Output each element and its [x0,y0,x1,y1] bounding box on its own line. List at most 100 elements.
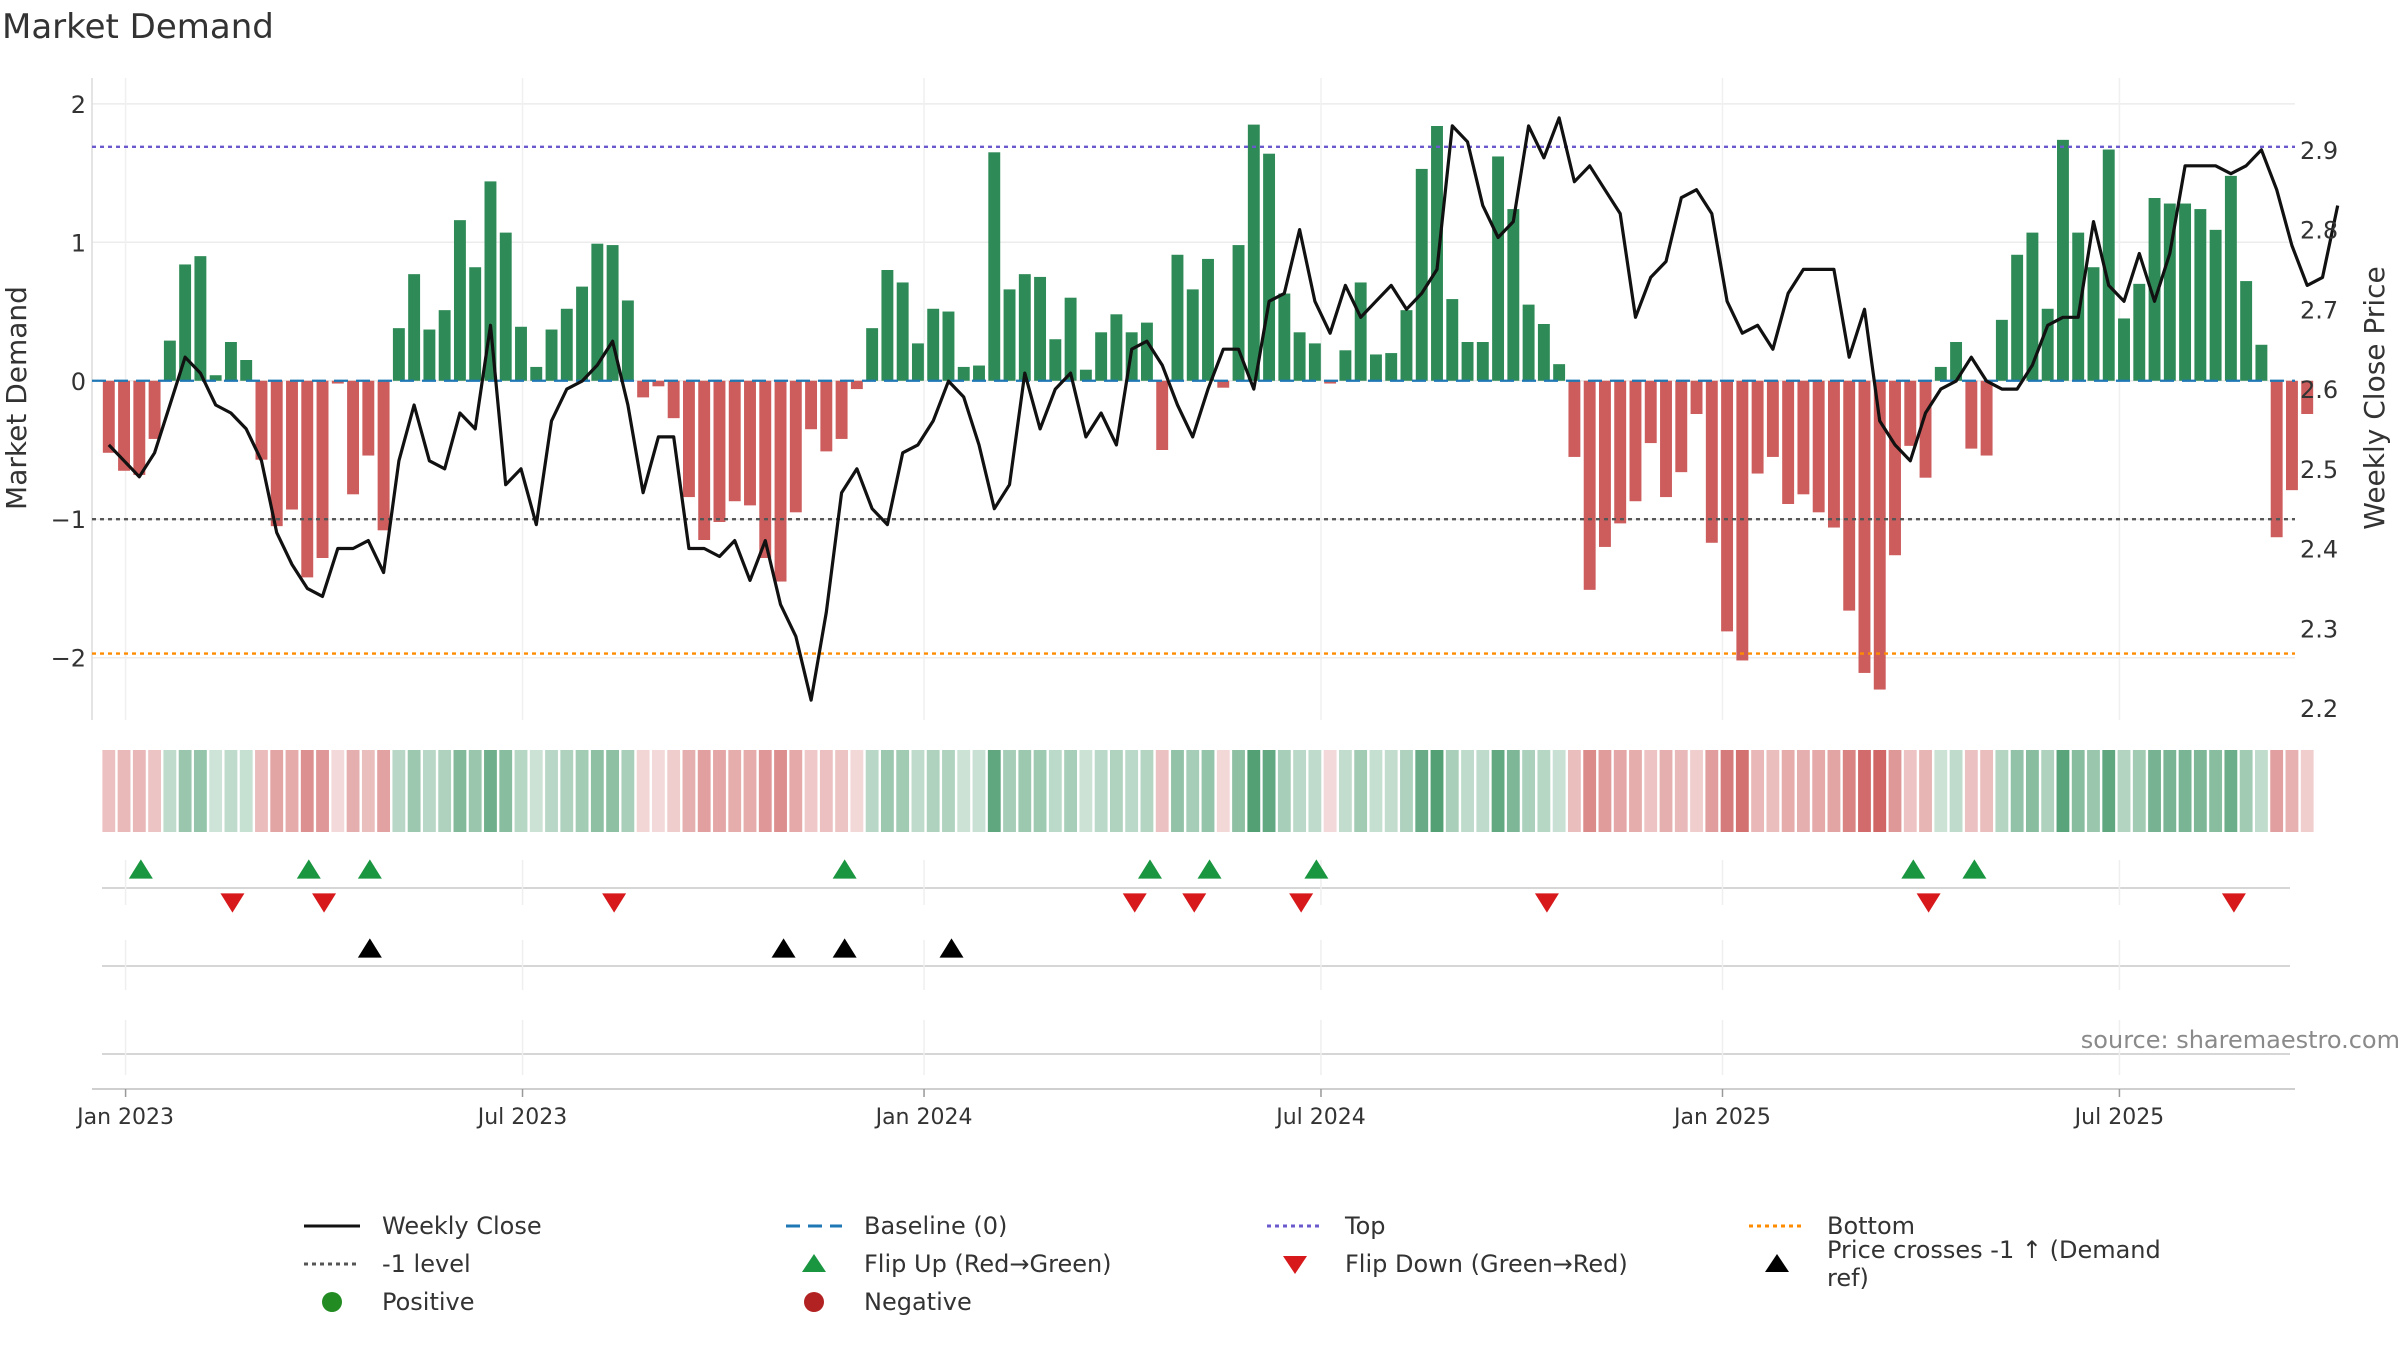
heat-cell [1323,750,1337,832]
demand-bar [1369,354,1382,381]
price-cross-marker [357,938,382,958]
heat-cell [774,750,787,832]
heat-cell [209,750,223,832]
heat-cell [880,750,894,832]
demand-bar [392,328,405,381]
heat-cell [1766,750,1780,832]
legend-triangle-down-swatch [1283,1256,1307,1274]
heat-cell [1338,750,1352,832]
demand-bar [286,380,298,510]
demand-bar [606,245,619,381]
heat-cell [667,750,681,832]
heat-cell [1919,750,1932,832]
demand-bar [1354,282,1367,381]
heat-cell [2132,750,2146,832]
demand-bar [1995,319,2008,381]
flip-down-marker [1916,893,1941,913]
demand-bar [1202,258,1214,381]
legend-label: Positive [382,1288,475,1316]
demand-bar [805,380,818,430]
demand-bar [2087,267,2100,381]
heat-cell [1400,750,1413,832]
heat-cell [682,750,696,832]
demand-bar [927,308,940,381]
demand-bar [1049,339,1062,381]
demand-bar [2011,254,2024,381]
heat-cell [255,750,268,832]
demand-bar [1537,324,1550,381]
flip-up-marker [1304,859,1329,879]
weekly-close-line [107,116,2340,702]
legend-swatch [1283,1256,1307,1274]
legend-label: Flip Down (Green→Red) [1345,1250,1628,1278]
heat-cell [1415,750,1429,832]
demand-bar [1644,380,1657,444]
demand-bar [1110,314,1123,381]
demand-bar [469,267,482,381]
demand-bar [1232,245,1245,381]
heat-cell [942,750,955,832]
demand-bar [957,366,970,381]
demand-bar [2240,281,2253,381]
flip-down-marker [220,893,245,913]
heat-cell [102,750,116,832]
heat-cell [468,750,482,832]
heat-cell [1155,750,1169,832]
demand-bar [698,380,711,540]
heat-cell [438,750,452,832]
y2-tick-label: 2.5 [2300,456,2338,484]
heat-cell [1720,750,1734,832]
flip-up-marker [832,859,857,879]
heat-cell [1873,750,1887,832]
heat-cell [743,750,757,832]
flip-down-marker [1534,893,1559,913]
heat-cell [590,750,604,832]
heat-cell [2148,750,2161,832]
demand-bar [362,380,375,456]
demand-bar [148,380,161,439]
heat-cell [2285,750,2299,832]
demand-bar [1186,289,1199,381]
heat-cell [1232,750,1245,832]
demand-bar [621,300,634,381]
demand-bar [789,380,802,513]
demand-bar [1156,380,1169,450]
heat-cell [1858,750,1871,832]
heat-cell [1995,750,2009,832]
heat-cell [1751,750,1765,832]
heat-cell [2239,750,2253,832]
demand-bar [1629,380,1642,502]
heat-cell [2117,750,2131,832]
legend-label: Negative [864,1288,972,1316]
y2-tick-label: 2.6 [2300,376,2338,404]
x-tick-label: Jan 2025 [1672,1105,1771,1130]
demand-bar [2072,232,2085,381]
y-tick-label: −1 [51,506,86,534]
demand-bar [2270,380,2283,538]
heat-cell [819,750,833,832]
y2-tick-label: 2.2 [2300,695,2338,723]
heat-cell [575,750,589,832]
demand-bar [1324,380,1337,384]
heat-cell [1216,750,1230,832]
source-label: source: sharemaestro.com [2081,1026,2400,1054]
heat-cell [1445,750,1459,832]
legend-label: Flip Up (Red→Green) [864,1250,1112,1278]
demand-bar [377,380,390,531]
legend-item: Negative [782,1284,972,1320]
legend-swatch [1765,1254,1789,1272]
demand-bar [2179,203,2192,381]
demand-bar [1980,380,1993,456]
heat-cell [2193,750,2207,832]
heat-cell [392,750,406,832]
demand-bar [2026,232,2039,381]
demand-heat-strip [102,750,2314,832]
heat-cell [117,750,131,832]
demand-bar [744,380,756,506]
heat-cell [1796,750,1810,832]
demand-bar [1461,342,1474,381]
demand-bar [102,380,115,453]
axis-ticks: 2 1 0 −1 −2 2.9 2.8 2.7 2.6 2.5 2.4 2.3 2.2 [51,91,2339,723]
heat-cell [1003,750,1016,832]
demand-bar [270,380,283,527]
